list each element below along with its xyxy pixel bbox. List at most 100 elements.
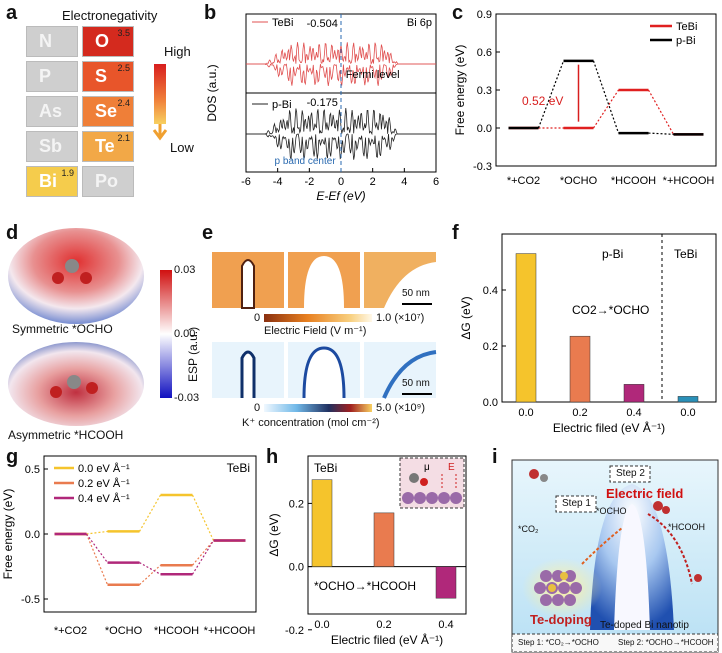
panel-i: i Step 2 Step 1 Electric field *OCHO *HC… <box>472 444 722 653</box>
step1-label: Step 1 <box>562 498 591 509</box>
x-category-label: *HCOOH <box>154 625 199 637</box>
element-value: 3.5 <box>117 28 130 38</box>
y-tick-label: 0.9 <box>477 9 492 21</box>
element-symbol: Sb <box>39 136 63 156</box>
x-tick-label: 0.0 <box>518 407 533 419</box>
y-tick-label: -0.2 <box>285 625 304 637</box>
x-category-label: *+CO2 <box>54 625 87 637</box>
esp-axis-label: ESP (a.u.) <box>186 326 200 382</box>
esp-colorbar <box>160 270 172 398</box>
element-cell-as: As <box>26 96 78 127</box>
inset-atom <box>426 492 438 504</box>
co2-label: *CO₂ <box>518 524 539 534</box>
element-symbol: Te <box>95 136 115 156</box>
panel-label-a: a <box>6 2 18 24</box>
element-cell-se: Se 2.4 <box>82 96 134 127</box>
orbital-label: Bi 6p <box>407 17 432 29</box>
energy-connector <box>592 89 620 129</box>
legend-label: 0.2 eV Å⁻¹ <box>78 477 130 490</box>
element-cell-n: N <box>26 26 78 57</box>
y-tick-label: 0.6 <box>477 47 492 59</box>
scale-bar-top: 50 nm <box>402 288 430 299</box>
element-cell-bi: Bi 1.9 <box>26 166 78 197</box>
y-tick-label: 0.0 <box>289 562 304 574</box>
element-symbol: S <box>95 66 108 86</box>
legend-tebi: TeBi <box>272 17 293 29</box>
x-tick-label: 0.4 <box>438 619 453 631</box>
element-symbol: Po <box>95 171 119 191</box>
bar <box>569 335 591 403</box>
dg-bar-chart-h: 0.2 0.0 -0.2 ΔG (eV) 0.0 0.2 0.4 TeBi *OCHO→*HCO… <box>267 455 467 647</box>
low-label: Low <box>170 140 194 155</box>
x-tick-label: 0.4 <box>626 407 641 419</box>
panel-b: b -6 -4 -2 0 2 4 6 E-Ef (eV) DOS (a.u.) TeBi p-Bi -… <box>200 0 450 205</box>
bar <box>373 512 395 567</box>
step2-box <box>609 465 651 483</box>
asymmetric-hcooh-label: Asymmetric *HCOOH <box>8 428 124 442</box>
energy-connector <box>648 132 674 135</box>
x-tick-label: 2 <box>370 176 376 188</box>
energy-connector <box>592 60 620 134</box>
y-axis-label: ΔG (eV) <box>459 296 473 339</box>
y-tick-label: 0.2 <box>483 341 498 353</box>
legend-pbi: p-Bi <box>272 99 292 111</box>
x-category-label: *OCHO <box>105 625 143 637</box>
x-tick-label: 0.2 <box>376 619 391 631</box>
panel-d: d Symmetric *OCHO Asymmetric *HCOOH 0.03… <box>0 222 200 444</box>
scale-bar-bottom: 50 nm <box>402 378 430 389</box>
inset-atom <box>438 492 450 504</box>
element-symbol: Bi <box>39 171 57 191</box>
panel-label-g: g <box>6 446 19 468</box>
k-max: 5.0 (×10⁹) <box>376 402 426 414</box>
x-axis-label: E-Ef (eV) <box>316 189 365 203</box>
reaction-label: *OCHO→*HCOOH <box>314 579 416 593</box>
x-category-label: *+HCOOH <box>204 625 256 637</box>
band-center-pbi: -0.175 <box>307 97 338 109</box>
energy-connector <box>86 533 108 563</box>
legend-label: 0.0 eV Å⁻¹ <box>78 462 130 475</box>
footer-step1: Step 1: *CO₂→*OCHO <box>518 638 599 647</box>
energy-connector <box>138 494 162 532</box>
y-tick-label: 0.0 <box>483 397 498 409</box>
high-label: High <box>164 44 191 59</box>
dos-curve-tebi <box>246 63 436 87</box>
panel-label-b: b <box>204 2 217 24</box>
x-category-label: *+CO2 <box>507 175 540 187</box>
panel-label-i: i <box>492 446 498 468</box>
bar <box>435 566 457 599</box>
inset-molecule <box>409 473 419 483</box>
y-tick-label: -0.3 <box>473 161 492 173</box>
y-axis-label: Free energy (eV) <box>1 489 15 580</box>
energy-connector <box>647 89 675 135</box>
y-tick-label: -0.5 <box>21 594 40 606</box>
esp-tick-top: 0.03 <box>174 264 196 276</box>
y-axis-label: DOS (a.u.) <box>205 64 219 121</box>
element-cell-po: Po <box>82 166 134 197</box>
x-tick-label: -4 <box>273 176 283 188</box>
x-tick-label: 6 <box>433 176 439 188</box>
inset-field: E <box>448 462 455 473</box>
panel-label-e: e <box>202 222 214 244</box>
energy-connector <box>86 530 108 535</box>
element-symbol: N <box>39 31 52 51</box>
barrier-label: 0.52 eV <box>522 94 564 108</box>
inset-atom <box>414 492 426 504</box>
energy-connector <box>139 562 161 575</box>
element-cell-te: Te 2.1 <box>82 131 134 162</box>
element-cell-s: S 2.5 <box>82 61 134 92</box>
x-category-label: *OCHO <box>560 175 598 187</box>
te-doping-label: Te-doping <box>530 612 592 627</box>
group-label-tebi: TeBi <box>674 247 697 261</box>
y-tick-label: 0.4 <box>483 285 498 297</box>
panel-f: f 0.0 0.2 0.4 ΔG (eV) 0.0 0.2 0.4 0.0 p-Bi TeBi CO… <box>452 222 722 444</box>
electronegativity-title: Electronegativity <box>62 8 158 23</box>
energy-connector <box>191 540 215 575</box>
ef-max: 1.0 (×10⁷) <box>376 312 425 324</box>
element-value: 2.1 <box>117 133 130 143</box>
y-tick-label: 0.3 <box>477 85 492 97</box>
panel-label-c: c <box>452 2 464 24</box>
x-tick-label: -6 <box>241 176 251 188</box>
x-tick-label: 0.2 <box>572 407 587 419</box>
nanotip-label: Te-doped Bi nanotip <box>600 620 689 631</box>
plot-frame <box>307 455 467 615</box>
